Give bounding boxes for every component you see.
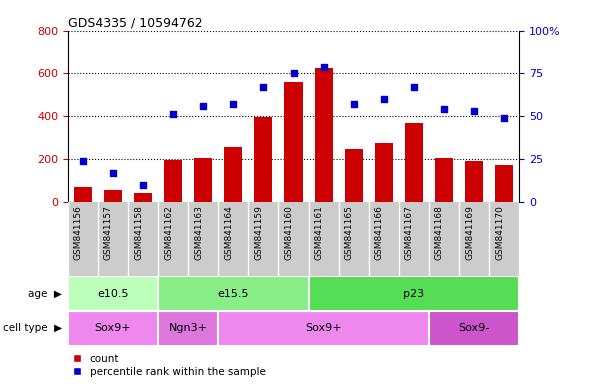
Point (198, 103, 208, 109)
Point (499, 115, 509, 121)
Text: GSM841162: GSM841162 (164, 205, 173, 260)
Text: GSM841169: GSM841169 (465, 205, 474, 260)
Bar (164, 160, 182, 202)
Text: GSM841159: GSM841159 (254, 205, 263, 260)
Text: Ngn3+: Ngn3+ (169, 323, 208, 333)
Point (349, 101, 359, 107)
Text: e15.5: e15.5 (218, 289, 249, 299)
Bar (68, 276, 158, 311)
Point (138, 182, 148, 188)
Text: Sox9+: Sox9+ (94, 323, 132, 333)
Point (319, 63, 328, 70)
Text: GSM841156: GSM841156 (74, 205, 83, 260)
Text: Sox9+: Sox9+ (305, 323, 342, 333)
Text: Sox9-: Sox9- (458, 323, 490, 333)
Text: GSM841168: GSM841168 (435, 205, 444, 260)
Bar (224, 147, 242, 202)
Text: GSM841166: GSM841166 (375, 205, 384, 260)
Bar (465, 161, 483, 202)
Bar (495, 165, 513, 202)
Point (439, 106, 449, 113)
Bar (158, 311, 218, 346)
Point (289, 70, 298, 76)
Text: GSM841157: GSM841157 (104, 205, 113, 260)
Text: age  ▶: age ▶ (28, 289, 62, 299)
Text: GSM841161: GSM841161 (314, 205, 323, 260)
Text: GSM841164: GSM841164 (224, 205, 233, 260)
Bar (429, 311, 519, 346)
Bar (104, 190, 122, 202)
Text: GSM841158: GSM841158 (134, 205, 143, 260)
Bar (314, 68, 333, 202)
Text: GSM841167: GSM841167 (405, 205, 414, 260)
Bar (134, 193, 152, 202)
Text: GSM841165: GSM841165 (345, 205, 354, 260)
Point (409, 84, 419, 90)
Text: cell type  ▶: cell type ▶ (3, 323, 62, 333)
Bar (194, 158, 212, 202)
Bar (435, 158, 453, 202)
Text: GSM841160: GSM841160 (284, 205, 293, 260)
Text: GSM841163: GSM841163 (194, 205, 203, 260)
Bar (254, 117, 273, 202)
Text: e10.5: e10.5 (97, 289, 129, 299)
Point (78, 157, 88, 164)
Point (470, 108, 479, 114)
Point (169, 111, 178, 118)
Text: GSM841170: GSM841170 (495, 205, 504, 260)
Point (258, 84, 268, 90)
Bar (345, 149, 363, 202)
Point (379, 96, 388, 102)
Point (228, 101, 238, 107)
Bar (405, 122, 423, 202)
Bar (218, 311, 429, 346)
Text: GDS4335 / 10594762: GDS4335 / 10594762 (68, 17, 202, 30)
Bar (68, 311, 158, 346)
Text: p23: p23 (404, 289, 424, 299)
Point (109, 169, 118, 175)
Bar (158, 276, 309, 311)
Bar (375, 143, 393, 202)
Bar (309, 276, 519, 311)
Bar (74, 187, 92, 202)
Bar (284, 82, 303, 202)
Legend: count, percentile rank within the sample: count, percentile rank within the sample (73, 354, 266, 377)
